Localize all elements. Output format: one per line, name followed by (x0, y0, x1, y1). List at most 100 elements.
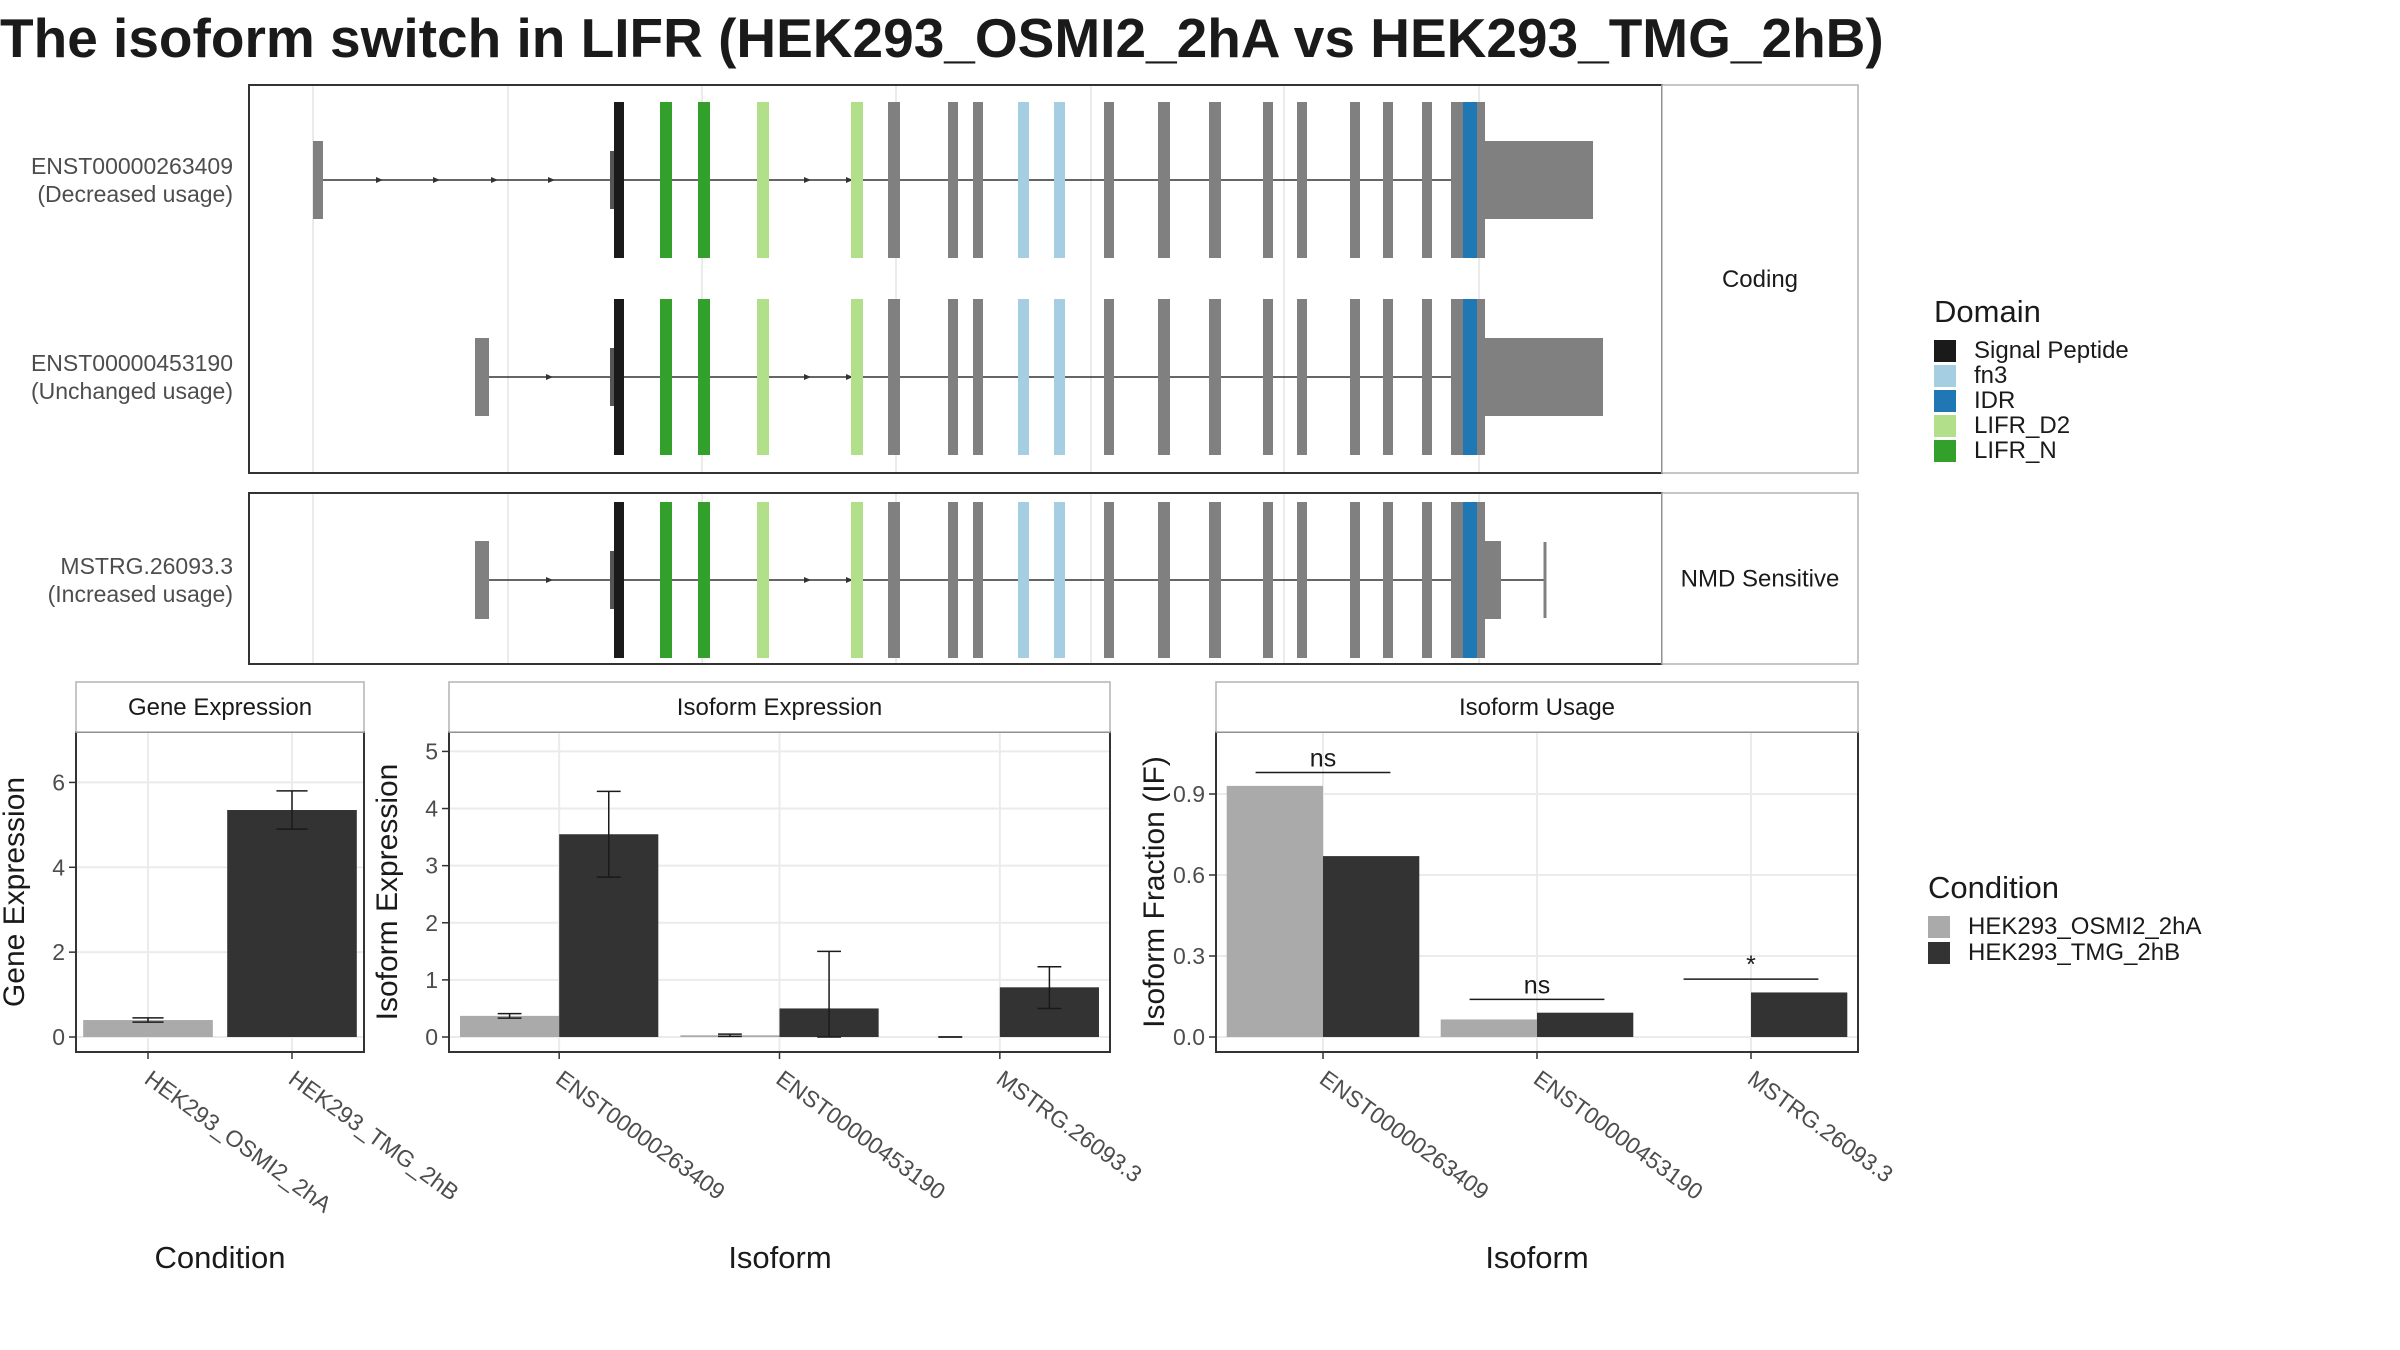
domain-legend-key (1934, 339, 1956, 362)
domain-exon (1054, 299, 1065, 455)
bar (83, 1020, 213, 1037)
domain-legend-item: LIFR_D2 (1934, 411, 2129, 439)
exon (313, 141, 323, 219)
transcript-usage-label: (Decreased usage) (37, 181, 233, 207)
intron-direction-arrow (548, 177, 555, 183)
y-axis-title: Isoform Fraction (IF) (1138, 756, 1171, 1028)
y-tick-label: 2 (425, 910, 438, 936)
y-tick-label: 0 (52, 1024, 65, 1050)
y-tick-label: 5 (425, 738, 438, 764)
domain-exon (614, 502, 624, 658)
facet-strip (1661, 492, 1859, 665)
exon (1383, 299, 1393, 455)
exon (610, 348, 614, 406)
exon (1297, 502, 1307, 658)
exon (1451, 299, 1463, 455)
y-tick-label: 4 (425, 796, 438, 822)
y-axis-title: Gene Expression (0, 777, 31, 1007)
transcript-usage-label: (Unchanged usage) (31, 378, 233, 404)
facet-strip-label: Coding (1722, 266, 1798, 293)
domain-exon (1018, 102, 1029, 258)
domain-exon (757, 102, 769, 258)
domain-legend-label: LIFR_D2 (1974, 411, 2071, 439)
exon (973, 299, 983, 455)
domain-exon (698, 502, 710, 658)
domain-exon (614, 102, 624, 258)
domain-legend-key (1934, 364, 1956, 387)
transcript-id-label: ENST00000263409 (31, 153, 233, 179)
utr-exon (1485, 338, 1603, 416)
bar (1226, 785, 1323, 1037)
exon (1263, 299, 1273, 455)
transcript-id-label: MSTRG.26093.3 (60, 553, 233, 579)
exon (1451, 502, 1463, 658)
significance-label: ns (1524, 971, 1550, 999)
domain-legend: Domain Signal Peptide fn3 IDR LIFR_D2 LIFR_N (1934, 294, 2129, 464)
intron-direction-arrow (546, 577, 553, 583)
y-tick-label: 0.0 (1173, 1024, 1205, 1050)
exon (1477, 502, 1485, 658)
x-axis-title: Condition (155, 1240, 286, 1275)
x-tick-label: MSTRG.26093.3 (1743, 1065, 1898, 1187)
domain-exon (698, 299, 710, 455)
domain-legend-item: fn3 (1934, 361, 2129, 389)
x-tick-label: ENST00000263409 (1315, 1065, 1494, 1205)
intron-direction-arrow (546, 374, 553, 380)
domain-legend-label: Signal Peptide (1974, 336, 2129, 364)
exon (888, 299, 900, 455)
domain-exon (851, 502, 863, 658)
condition-legend-item: HEK293_OSMI2_2hA (1928, 913, 2202, 940)
domain-legend-item: IDR (1934, 386, 2129, 414)
bar (227, 810, 357, 1037)
exon (1263, 102, 1273, 258)
domain-exon (1018, 502, 1029, 658)
panel-title: Gene Expression (128, 694, 312, 721)
y-tick-label: 4 (52, 854, 65, 880)
x-tick-label: ENST00000453190 (1529, 1065, 1708, 1205)
intron-direction-arrow (846, 374, 853, 380)
domain-exon (1463, 502, 1477, 658)
panel-title: Isoform Usage (1459, 694, 1615, 721)
y-tick-label: 3 (425, 853, 438, 879)
exon (1297, 299, 1307, 455)
exon (948, 102, 958, 258)
significance-label: ns (1310, 745, 1336, 773)
domain-exon (851, 102, 863, 258)
exon (948, 502, 958, 658)
domain-exon (757, 502, 769, 658)
significance-label: * (1746, 951, 1756, 979)
exon (1451, 102, 1463, 258)
facet-strip (1215, 681, 1859, 733)
domain-legend-label: IDR (1974, 386, 2016, 414)
exon (1104, 502, 1114, 658)
exon (948, 299, 958, 455)
exon (1158, 102, 1170, 258)
x-tick-label: ENST00000263409 (551, 1065, 730, 1205)
facet-strip (448, 681, 1111, 733)
utr-exon (1485, 141, 1593, 219)
domain-exon (1054, 102, 1065, 258)
condition-legend-label: HEK293_TMG_2hB (1968, 939, 2181, 966)
exon (1297, 102, 1307, 258)
bar (460, 1015, 560, 1037)
exon (1104, 102, 1114, 258)
bar (1440, 1019, 1537, 1037)
exon (1158, 299, 1170, 455)
y-tick-label: 0.6 (1173, 862, 1205, 888)
condition-legend-key (1928, 942, 1950, 964)
domain-exon (1054, 502, 1065, 658)
domain-legend-key (1934, 439, 1956, 462)
bar (1537, 1012, 1634, 1037)
x-axis-title: Isoform (728, 1240, 831, 1275)
x-tick-label: MSTRG.26093.3 (992, 1065, 1147, 1187)
exon (1209, 102, 1221, 258)
intron-direction-arrow (491, 177, 498, 183)
domain-legend-label: fn3 (1974, 361, 2008, 389)
condition-legend-title: Condition (1928, 870, 2059, 905)
exon (973, 502, 983, 658)
exon (1383, 102, 1393, 258)
intron-direction-arrow (804, 177, 811, 183)
condition-legend-label: HEK293_OSMI2_2hA (1968, 913, 2202, 940)
domain-exon (1018, 299, 1029, 455)
exon (1422, 502, 1432, 658)
